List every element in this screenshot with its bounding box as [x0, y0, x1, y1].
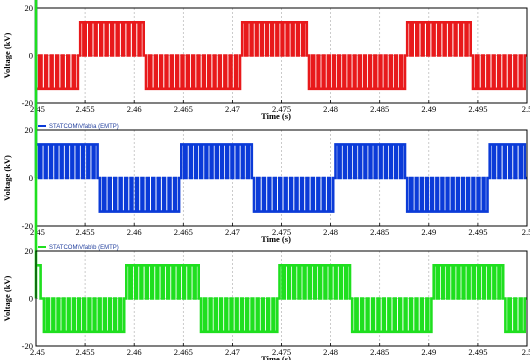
voltage-series-line — [34, 0, 527, 334]
x-tick-label: 2.485 — [370, 347, 389, 357]
x-tick-label: 2.485 — [370, 104, 389, 114]
x-tick-label: 2.47 — [225, 104, 240, 114]
y-axis-label: Voltage (kV) — [2, 275, 12, 321]
x-tick-label: 2.475 — [272, 227, 291, 237]
y-tick-label: -20 — [22, 98, 33, 108]
x-tick-label: 2.45 — [30, 104, 45, 114]
x-tick-label: 2.47 — [225, 347, 240, 357]
x-tick-label: 2.48 — [323, 227, 338, 237]
x-tick-label: 2.495 — [468, 104, 487, 114]
voltage-series-line — [34, 0, 527, 213]
y-tick-label: -20 — [22, 221, 33, 231]
x-tick-label: 2.46 — [127, 104, 142, 114]
x-axis-label: Time (s) — [261, 111, 291, 121]
x-tick-label: 2.495 — [468, 227, 487, 237]
x-tick-label: 2.45 — [30, 347, 45, 357]
x-tick-label: 2.48 — [323, 347, 338, 357]
y-tick-label: -20 — [22, 341, 33, 351]
y-tick-label: 20 — [25, 246, 34, 256]
x-tick-label: 2.5 — [522, 104, 530, 114]
x-tick-label: 2.49 — [421, 347, 436, 357]
x-tick-label: 2.485 — [370, 227, 389, 237]
y-axis-label: Voltage (kV) — [2, 32, 12, 78]
y-tick-label: 0 — [29, 173, 33, 183]
x-tick-label: 2.46 — [127, 227, 142, 237]
x-tick-label: 2.45 — [30, 227, 45, 237]
x-tick-label: 2.47 — [225, 227, 240, 237]
x-tick-label: 2.475 — [272, 347, 291, 357]
x-tick-label: 2.46 — [127, 347, 142, 357]
x-tick-label: 2.5 — [522, 347, 530, 357]
x-tick-label: 2.455 — [76, 227, 95, 237]
x-tick-label: 2.465 — [174, 227, 193, 237]
x-tick-label: 2.465 — [174, 104, 193, 114]
voltage-series-line — [34, 0, 527, 91]
y-tick-label: 20 — [25, 125, 34, 135]
x-tick-label: 2.465 — [174, 347, 193, 357]
x-axis-label: Time (s) — [261, 354, 291, 360]
x-tick-label: 2.475 — [272, 104, 291, 114]
chart-panel-1: 2.45 2.455 2.46 2.465 2.47 2.475 2.48 2.485 2.49… — [2, 0, 530, 121]
x-tick-label: 2.5 — [522, 227, 530, 237]
y-tick-label: 0 — [29, 51, 33, 61]
x-axis-label: Time (s) — [261, 234, 291, 244]
x-tick-label: 2.48 — [323, 104, 338, 114]
y-axis-label: Voltage (kV) — [2, 155, 12, 201]
x-tick-label: 2.49 — [421, 227, 436, 237]
x-tick-label: 2.455 — [76, 104, 95, 114]
legend-label: STATCOM\Vfab\a (EMTP) — [49, 124, 119, 130]
legend-label: STATCOM\Vfab\b (EMTP) — [49, 245, 119, 251]
y-tick-label: 0 — [29, 294, 33, 304]
y-tick-label: 20 — [25, 3, 34, 13]
x-tick-label: 2.49 — [421, 104, 436, 114]
x-tick-label: 2.455 — [76, 347, 95, 357]
x-tick-label: 2.495 — [468, 347, 487, 357]
